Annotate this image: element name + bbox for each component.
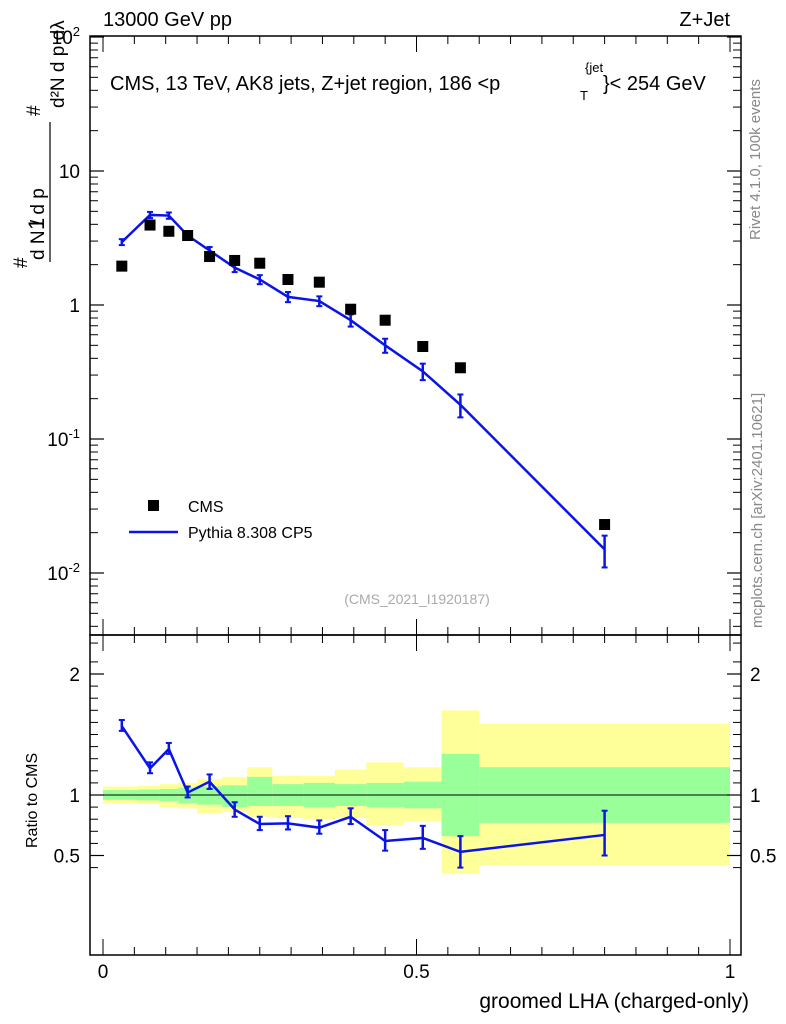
x-axis-title: groomed LHA (charged-only) — [479, 990, 749, 1013]
mcplots-label: mcplots.cern.ch [arXiv:2401.10621] — [749, 393, 766, 628]
ytitle-hash-2: # — [24, 105, 45, 116]
plot-subtitle: CMS, 13 TeV, AK8 jets, Z+jet region, 186… — [110, 60, 707, 103]
ratio-axis-ticks: 2 2 1 1 0.5 0.5 0 0.5 1 — [54, 635, 776, 983]
main-pythia-line — [120, 213, 606, 551]
ytitle-hash-1: # — [11, 257, 32, 268]
main-cms-marker — [282, 273, 294, 285]
main-cms-marker — [599, 519, 611, 531]
rivet-label: Rivet 4.1.0, 100k events — [747, 79, 764, 240]
main-y-tick-label: 10-2 — [47, 560, 80, 585]
ratio-y-tick-label-right: 1 — [750, 786, 761, 807]
x-tick-label: 0 — [98, 962, 109, 983]
x-tick-label: 1 — [725, 962, 736, 983]
main-cms-marker — [454, 362, 466, 374]
main-cms-marker — [379, 314, 391, 326]
main-y-axis-title: # 1 d N / d p # d²N d p dλ — [11, 20, 69, 268]
main-cms-marker — [144, 219, 156, 231]
main-y-tick-label: 10-1 — [47, 426, 80, 451]
subtitle-main: CMS, 13 TeV, AK8 jets, Z+jet region, 186… — [110, 73, 500, 95]
legend-cms-label: CMS — [188, 499, 224, 516]
ratio-y-axis-title: Ratio to CMS — [24, 753, 41, 848]
subtitle-sup: {jet — [585, 60, 603, 75]
main-frame — [89, 35, 742, 636]
main-cms-marker — [313, 276, 325, 288]
main-cms-marker — [163, 225, 175, 237]
ratio-y-tick-label-right: 2 — [750, 665, 761, 686]
main-y-tick-label: 10 — [59, 162, 80, 183]
main-cms-marker — [229, 254, 241, 266]
legend: CMS Pythia 8.308 CP5 — [129, 499, 313, 542]
ratio-y-tick-label-right: 0.5 — [750, 847, 776, 868]
ratio-band-inner — [197, 786, 223, 805]
ratio-series-pythia — [118, 718, 608, 869]
main-cms-marker — [116, 260, 128, 272]
main-series-cms — [116, 219, 611, 531]
main-axis-ticks: 102 10 1 10-1 10-2 — [47, 24, 741, 644]
legend-pythia-label: Pythia 8.308 CP5 — [188, 525, 313, 542]
main-cms-marker — [254, 257, 266, 269]
main-cms-marker — [182, 230, 194, 242]
ratio-y-tick-label-left: 0.5 — [54, 847, 80, 868]
ytitle-numer: d²N d p dλ — [48, 20, 69, 108]
subtitle-end: }< 254 GeV — [603, 73, 707, 95]
ratio-y-tick-label-left: 2 — [69, 665, 80, 686]
subtitle-sub: T — [580, 88, 588, 103]
main-cms-marker — [345, 303, 357, 315]
ratio-band-inner — [247, 776, 273, 806]
analysis-id: (CMS_2021_I1920187) — [344, 591, 490, 607]
header-right: Z+Jet — [679, 9, 730, 31]
main-cms-marker — [204, 251, 216, 263]
ratio-bands — [90, 710, 741, 874]
x-tick-label: 0.5 — [403, 962, 429, 983]
header-left: 13000 GeV pp — [103, 9, 232, 31]
ytitle-one: 1 — [24, 218, 49, 230]
main-cms-marker — [417, 341, 429, 353]
main-y-tick-label: 1 — [69, 296, 80, 317]
ratio-pythia-line — [120, 725, 605, 854]
ratio-y-tick-label-left: 1 — [69, 786, 80, 807]
ytitle-denom: d N / d p — [28, 188, 49, 260]
ratio-frame — [89, 634, 742, 956]
main-series-pythia — [118, 210, 608, 569]
legend-cms-marker — [148, 500, 159, 511]
main-y-tick-label: 102 — [52, 24, 80, 49]
